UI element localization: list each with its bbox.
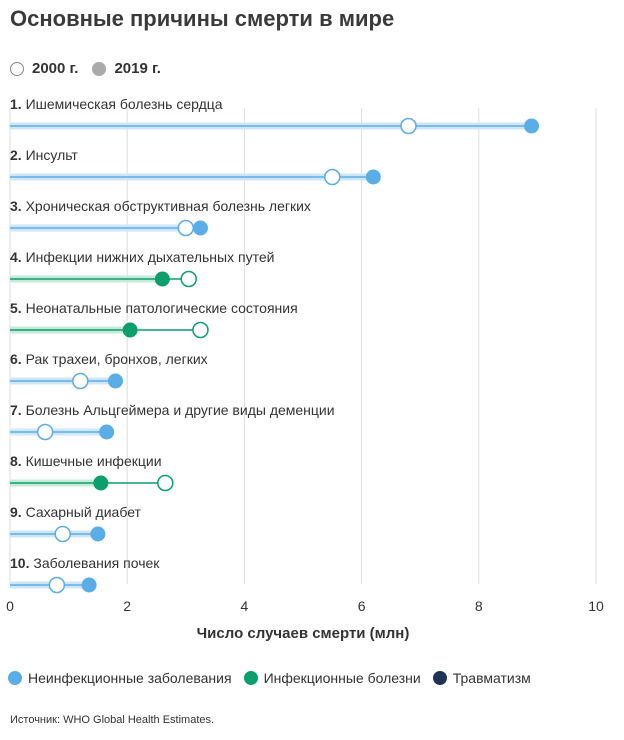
legend-injuries-swatch [432,671,447,685]
point-2000 [177,219,195,237]
category-legend: Неинфекционные заболевания Инфекционные … [8,670,543,686]
point-2019 [524,118,540,134]
legend-communicable-label: Инфекционные болезни [263,670,421,686]
cause-label: 6. Рак трахеи, бронхов, легких [10,351,208,367]
chart-title: Основные причины смерти в мире [10,6,395,31]
x-tick-label: 0 [6,598,14,614]
legend-noncommunicable-label: Неинфекционные заболевания [28,670,232,686]
legend-year-2000: 2000 г. [10,60,78,77]
point-2000 [54,525,71,543]
point-2019 [192,220,208,236]
cause-label: 2. Инсульт [10,147,78,163]
point-2000 [192,321,209,339]
open-circle-icon [10,61,24,76]
cause-label: 8. Кишечные инфекции [10,453,162,469]
x-tick-label: 6 [358,598,366,614]
point-2000 [180,270,197,288]
point-2019 [122,322,138,338]
legend-year-2000-label: 2000 г. [32,60,79,77]
year-legend: 2000 г. 2019 г. [10,60,175,77]
legend-noncommunicable: Неинфекционные заболевания [8,670,232,686]
point-2000 [48,576,66,594]
dumbbell-chart: 1. Ишемическая болезнь сердца 2. Инсульт 3… [6,96,604,642]
cause-label: 1. Ишемическая болезнь сердца [10,96,223,112]
cause-label: 7. Болезнь Альцгеймера и другие виды дем… [10,402,335,418]
cause-label: 10. Заболевания почек [10,555,160,571]
legend-noncommunicable-swatch [8,671,22,685]
x-axis-title: Число случаев смерти (млн) [197,625,410,642]
point-2000 [400,117,417,135]
point-2000 [36,423,54,441]
source-note: Источник: WHO Global Health Estimates. [10,714,215,726]
cause-label: 9. Сахарный диабет [10,504,142,520]
legend-injuries-label: Травматизм [452,670,531,686]
point-2000 [157,474,174,492]
x-tick-label: 4 [241,598,249,614]
cause-label: 5. Неонатальные патологические состояния [10,300,298,316]
legend-injuries: Травматизм [432,670,531,686]
point-2019 [365,169,381,185]
point-2019 [154,271,170,287]
x-tick-label: 2 [123,598,131,614]
point-2019 [93,475,109,491]
filled-circle-icon [92,61,107,76]
legend-year-2019-label: 2019 г. [114,60,161,77]
point-2019 [81,577,97,593]
legend-year-2019: 2019 г. [92,60,161,77]
point-2019 [99,424,115,440]
x-tick-label: 10 [588,598,604,614]
point-2000 [324,168,341,186]
legend-communicable: Инфекционные болезни [243,670,421,686]
point-2000 [72,372,89,390]
legend-communicable-swatch [243,671,258,685]
x-tick-label: 8 [475,598,483,614]
cause-label: 3. Хроническая обструктивная болезнь лег… [10,198,311,214]
point-2019 [107,373,123,389]
cause-label: 4. Инфекции нижних дыхательных путей [10,249,274,265]
point-2019 [90,526,106,542]
